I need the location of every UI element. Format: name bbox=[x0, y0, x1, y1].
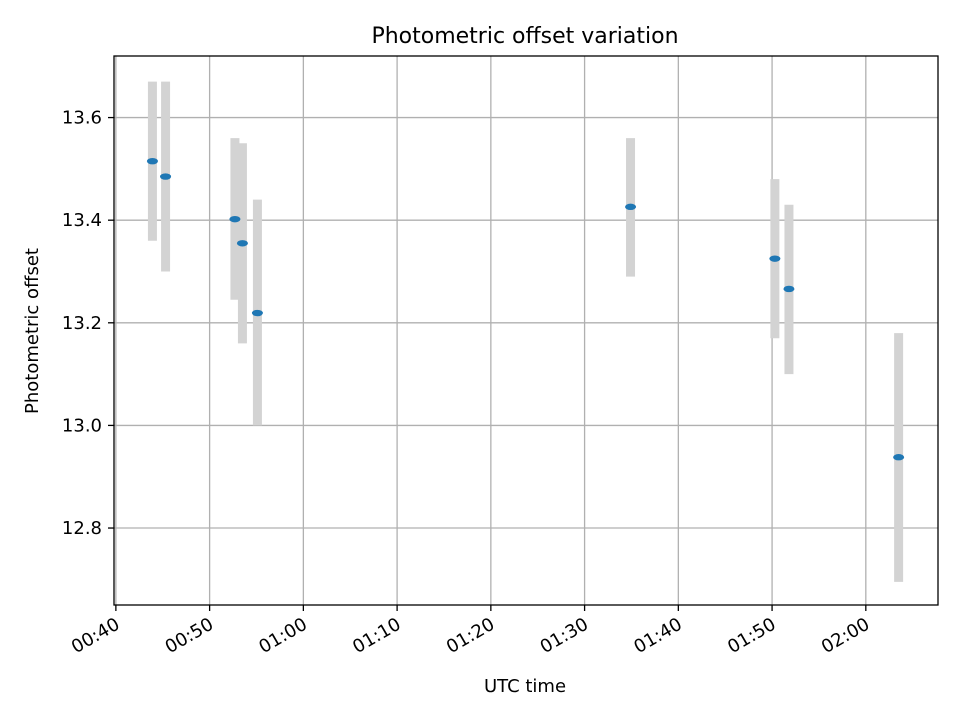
y-axis-ticks: 12.8 13.0 13.2 13.4 13.6 bbox=[62, 108, 114, 539]
data-points bbox=[146, 157, 905, 461]
y-axis-label: Photometric offset bbox=[22, 248, 43, 414]
y-tick-label: 12.8 bbox=[62, 518, 102, 539]
data-point bbox=[625, 203, 637, 211]
data-point bbox=[160, 173, 172, 180]
y-tick-label: 13.2 bbox=[62, 313, 102, 334]
data-point bbox=[251, 309, 263, 317]
data-point bbox=[893, 454, 905, 461]
chart-title: Photometric offset variation bbox=[371, 24, 678, 49]
data-point bbox=[783, 285, 795, 293]
data-point bbox=[229, 215, 241, 223]
data-point bbox=[769, 255, 781, 262]
x-axis-label: UTC time bbox=[484, 676, 566, 697]
data-point bbox=[236, 240, 248, 247]
plot-frame bbox=[113, 55, 939, 606]
data-point bbox=[146, 157, 158, 165]
y-tick-label: 13.4 bbox=[62, 210, 102, 231]
y-tick-label: 13.0 bbox=[62, 415, 102, 436]
grid bbox=[114, 56, 938, 605]
y-tick-label: 13.6 bbox=[62, 108, 102, 129]
